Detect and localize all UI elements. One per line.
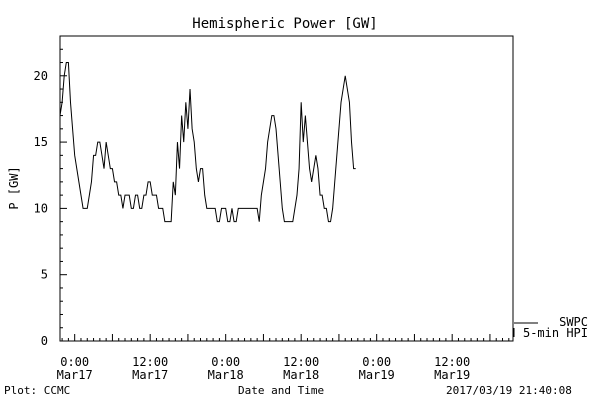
- footer-plot-credit: Plot: CCMC: [4, 384, 71, 397]
- x-tick-label-date: Mar17: [132, 368, 168, 382]
- x-tick-label-date: Mar19: [434, 368, 470, 382]
- x-tick-label-date: Mar18: [283, 368, 319, 382]
- x-tick-label-time: 0:00: [211, 355, 240, 369]
- y-tick-label: 15: [34, 135, 48, 149]
- series-line-0: [59, 62, 356, 223]
- legend-entry-hpi: 5-min HPI: [523, 326, 588, 340]
- x-axis: 0:00Mar1712:00Mar170:00Mar1812:00Mar180:…: [57, 334, 510, 382]
- plot-frame: [59, 35, 514, 342]
- chart-title: Hemispheric Power [GW]: [192, 16, 377, 32]
- x-tick-label-date: Mar18: [208, 368, 244, 382]
- x-tick-label-date: Mar17: [57, 368, 93, 382]
- x-tick-label-time: 12:00: [434, 355, 470, 369]
- y-tick-label: 0: [41, 334, 48, 348]
- y-axis: 0 5 10 15 20: [34, 35, 67, 348]
- y-tick-label: 20: [34, 69, 48, 83]
- y-tick-label: 10: [34, 201, 48, 215]
- y-axis-label: P [GW]: [7, 166, 21, 209]
- legend-entry-swpc: SWPC: [559, 315, 588, 329]
- x-tick-label-time: 12:00: [283, 355, 319, 369]
- x-tick-label-time: 12:00: [132, 355, 168, 369]
- x-tick-label-time: 0:00: [362, 355, 391, 369]
- series-layer: [59, 62, 356, 223]
- x-tick-label-time: 0:00: [60, 355, 89, 369]
- footer-x-axis-title: Date and Time: [238, 384, 325, 397]
- x-tick-label-date: Mar19: [359, 368, 395, 382]
- footer-timestamp: 2017/03/19 21:40:08: [446, 384, 572, 397]
- y-tick-label: 5: [41, 268, 48, 282]
